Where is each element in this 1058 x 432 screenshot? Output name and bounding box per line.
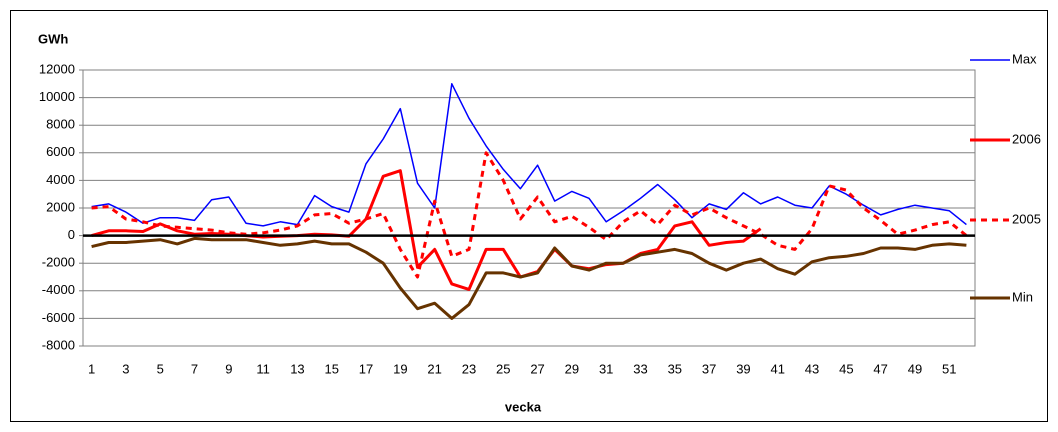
x-tick-label: 23 [462, 361, 476, 376]
x-tick-label: 45 [839, 361, 853, 376]
legend-label: 2005 [1012, 211, 1041, 226]
legend-label: Max [1012, 51, 1037, 66]
series-line [91, 151, 968, 279]
y-tick-label: -6000 [42, 310, 75, 325]
x-tick-label: 49 [908, 361, 922, 376]
x-tick-label: 29 [565, 361, 579, 376]
x-tick-label: 39 [736, 361, 750, 376]
chart-border [10, 10, 1048, 422]
x-tick-label: 33 [633, 361, 647, 376]
x-tick-label: 31 [599, 361, 613, 376]
x-tick-label: 5 [157, 361, 164, 376]
legend-label: 2006 [1012, 131, 1041, 146]
series-line [91, 83, 967, 227]
y-tick-label: -4000 [42, 282, 75, 297]
x-tick-label: 13 [290, 361, 304, 376]
x-tick-label: 19 [393, 361, 407, 376]
x-tick-label: 3 [122, 361, 129, 376]
series-line [91, 236, 967, 320]
x-tick-label: 9 [225, 361, 232, 376]
y-tick-label: 6000 [46, 144, 75, 159]
x-tick-label: 7 [191, 361, 198, 376]
x-tick-label: 25 [496, 361, 510, 376]
y-tick-label: 12000 [39, 61, 75, 76]
x-tick-label: 1 [88, 361, 95, 376]
series-line [91, 169, 762, 291]
x-tick-label: 27 [530, 361, 544, 376]
y-tick-label: 0 [68, 227, 75, 242]
x-tick-label: 17 [359, 361, 373, 376]
y-tick-label: -8000 [42, 337, 75, 352]
y-tick-label: 4000 [46, 172, 75, 187]
x-axis-label: vecka [505, 399, 542, 414]
x-tick-label: 41 [770, 361, 784, 376]
x-tick-label: 37 [702, 361, 716, 376]
y-tick-label: -2000 [42, 255, 75, 270]
y-tick-label: 8000 [46, 117, 75, 132]
x-tick-label: 21 [427, 361, 441, 376]
legend-label: Min [1012, 289, 1033, 304]
x-tick-label: 47 [873, 361, 887, 376]
x-tick-label: 43 [805, 361, 819, 376]
x-tick-label: 15 [324, 361, 338, 376]
y-tick-label: 2000 [46, 199, 75, 214]
x-tick-label: 51 [942, 361, 956, 376]
x-tick-label: 35 [668, 361, 682, 376]
y-tick-label: 10000 [39, 89, 75, 104]
chart-title: GWh [38, 31, 68, 46]
x-tick-label: 11 [256, 361, 270, 376]
